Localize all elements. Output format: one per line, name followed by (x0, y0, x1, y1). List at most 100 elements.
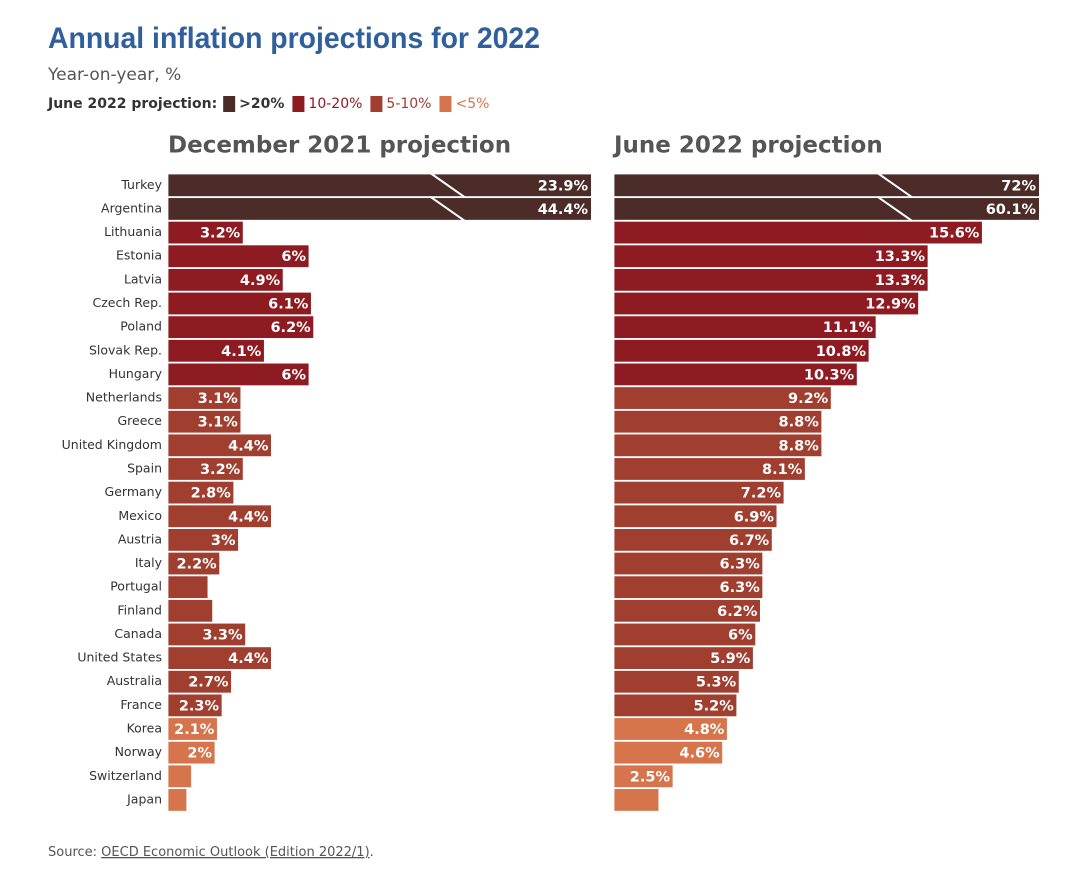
category-label: Germany (105, 484, 163, 499)
value-label: 5.2% (694, 698, 735, 714)
bar (168, 457, 244, 481)
bar (168, 599, 214, 623)
value-label: 6.9% (734, 509, 775, 525)
category-label: Turkey (120, 177, 162, 192)
bar (168, 339, 265, 363)
category-label: Portugal (110, 579, 162, 594)
category-label: Poland (120, 319, 162, 334)
value-label: 5.9% (710, 651, 751, 667)
value-label: 4.8% (684, 722, 725, 738)
value-label: 4.1% (221, 344, 262, 360)
value-label: 2.3% (179, 698, 220, 714)
value-label: 3.3% (202, 627, 243, 643)
value-label: 6.3% (720, 580, 761, 596)
legend-label: <5% (455, 96, 489, 112)
value-label: 13.3% (875, 249, 926, 265)
value-label: 4.4% (228, 509, 269, 525)
bar (614, 268, 929, 292)
bar (614, 646, 754, 670)
source-suffix: . (370, 845, 374, 860)
axis-break (429, 172, 466, 199)
category-label: Mexico (118, 508, 162, 523)
category-label: Korea (127, 721, 162, 736)
legend-label: 10-20% (308, 96, 362, 112)
bar (168, 291, 312, 316)
value-label: 60.1% (986, 202, 1037, 218)
category-label: Austria (118, 531, 162, 546)
bar (614, 622, 757, 647)
bar (614, 599, 761, 623)
bar (168, 244, 310, 268)
bar (614, 197, 1039, 221)
value-label: 15.6% (929, 226, 980, 242)
value-label: 10.3% (804, 367, 855, 383)
category-label: Italy (135, 555, 163, 570)
value-label: 5.3% (696, 675, 737, 691)
category-label: Slovak Rep. (89, 342, 162, 357)
bar (614, 740, 724, 765)
value-label: 11.1% (823, 320, 874, 336)
axis-break (876, 172, 914, 199)
source-prefix: Source: (48, 845, 97, 860)
bar (614, 480, 785, 505)
panel (168, 172, 591, 812)
value-label: 6.7% (729, 533, 770, 549)
value-label: 3.1% (198, 391, 239, 407)
value-label: 10.8% (816, 344, 867, 360)
value-label: 4.9% (240, 273, 281, 289)
legend-swatch (223, 96, 236, 112)
bar (614, 433, 823, 458)
bar (168, 575, 209, 599)
value-label: 72% (1001, 178, 1036, 194)
bar (168, 386, 242, 410)
category-label: United Kingdom (62, 437, 162, 452)
bar (168, 504, 272, 528)
category-label: Latvia (124, 271, 162, 286)
value-label: 9.2% (788, 391, 829, 407)
bar (168, 764, 192, 789)
bar (168, 362, 310, 387)
value-label: 13.3% (875, 273, 926, 289)
category-label: Japan (126, 791, 162, 806)
category-label: Lithuania (104, 224, 162, 239)
category-label: Netherlands (86, 390, 162, 405)
panel (614, 172, 1039, 812)
category-label: Norway (115, 744, 163, 759)
bar (614, 788, 660, 812)
value-label: 8.8% (779, 438, 820, 454)
chart-title: Annual inflation projections for 2022 (48, 22, 540, 55)
bar (614, 291, 919, 316)
bar (614, 457, 806, 481)
value-label: 6.1% (268, 297, 309, 313)
bar (614, 693, 738, 718)
bar (614, 315, 877, 339)
value-label: 6.3% (720, 557, 761, 573)
legend-swatch (292, 96, 305, 112)
value-label: 3.1% (198, 415, 239, 431)
value-label: 44.4% (538, 202, 589, 218)
category-label: Hungary (109, 366, 163, 381)
value-label: 2.7% (188, 675, 229, 691)
value-label: 2.2% (176, 557, 217, 573)
value-label: 7.2% (741, 486, 782, 502)
value-label: 8.1% (762, 462, 803, 478)
bar (168, 788, 188, 812)
category-label: France (120, 697, 162, 712)
category-label: Australia (107, 673, 162, 688)
bar (168, 433, 272, 458)
bar (168, 268, 284, 292)
bar (168, 220, 244, 245)
value-label: 12.9% (865, 297, 916, 313)
category-label: Estonia (116, 248, 162, 263)
source-link[interactable]: OECD Economic Outlook (Edition 2022/1) (101, 845, 369, 860)
bar (168, 551, 221, 576)
value-label: 8.8% (779, 415, 820, 431)
value-label: 6% (728, 627, 753, 643)
value-label: 2.5% (630, 769, 671, 785)
category-label: Canada (114, 626, 162, 641)
value-label: 6% (281, 249, 306, 265)
legend-swatch (439, 96, 452, 112)
value-label: 4.4% (228, 438, 269, 454)
bar (168, 197, 591, 221)
value-label: 6% (281, 367, 306, 383)
